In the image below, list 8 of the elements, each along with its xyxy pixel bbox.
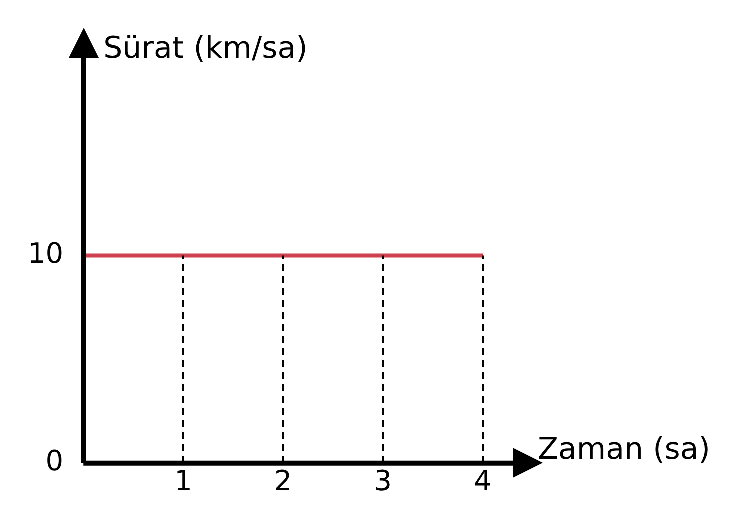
y-tick-label: 0 — [46, 444, 64, 478]
y-axis-title: Sürat (km/sa) — [104, 30, 308, 66]
y-tick-label: 10 — [28, 236, 64, 270]
x-axis-title: Zaman (sa) — [538, 432, 711, 468]
x-tick-label: 3 — [374, 464, 392, 498]
x-tick-label: 2 — [274, 464, 292, 498]
x-tick-label: 1 — [174, 464, 192, 498]
x-tick-label: 4 — [474, 464, 492, 498]
